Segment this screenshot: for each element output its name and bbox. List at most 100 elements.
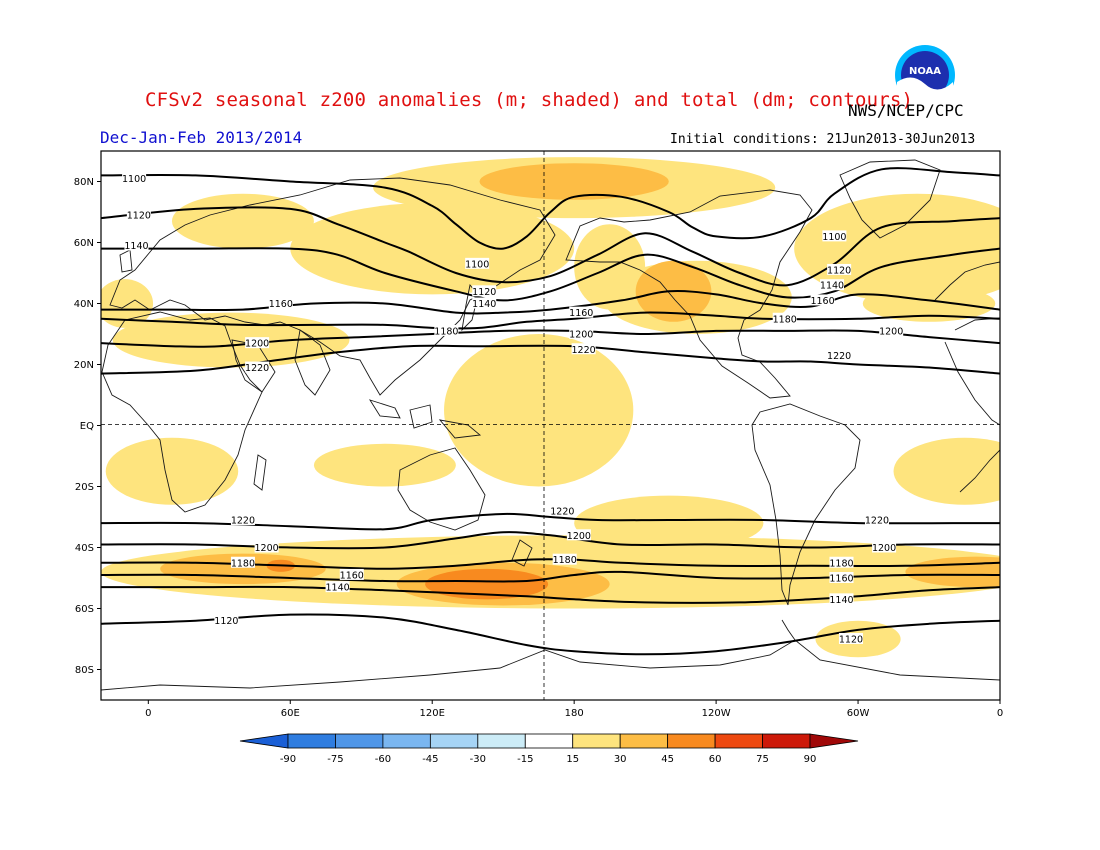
contour-label-1120: 1120	[827, 265, 851, 276]
contour-1200	[101, 329, 1000, 348]
season-label: Dec-Jan-Feb 2013/2014	[100, 128, 303, 147]
anomaly-region-15-30	[290, 202, 575, 295]
contour-label-1160: 1160	[269, 299, 293, 310]
anomaly-region-30-45	[905, 556, 1000, 588]
contour-label-bg	[569, 328, 594, 339]
contour-label-1200: 1200	[245, 339, 269, 350]
colorbar-swatch	[572, 733, 621, 749]
anomaly-region-15-30	[105, 437, 239, 505]
colorbar-label: -60	[375, 754, 391, 765]
lat-tick-label: 40N	[74, 299, 94, 310]
contour-label-bg	[472, 297, 497, 309]
anomaly-region-15-30	[574, 495, 764, 551]
lat-tick-label: 20N	[74, 360, 94, 371]
lat-tick-label: 20S	[75, 482, 94, 493]
contour-label-bg	[820, 279, 845, 291]
colorbar-low-arrow	[239, 733, 289, 749]
contour-1180	[101, 311, 1000, 330]
contour-label-bg	[339, 568, 364, 580]
anomaly-region-30-45	[479, 163, 669, 200]
colorbar-swatch	[477, 733, 526, 749]
contour-label-1180: 1180	[553, 555, 577, 566]
contour-label-1100: 1100	[822, 232, 846, 243]
colorbar-label: 30	[614, 754, 627, 765]
contour-labels: 1100112011401100112011401160116011801200…	[122, 172, 903, 646]
contour-label-1140: 1140	[325, 583, 349, 594]
colorbar-swatch	[429, 733, 479, 749]
contour-1220	[101, 512, 1000, 531]
contour-label-bg	[268, 297, 293, 309]
contour-label-bg	[465, 257, 490, 269]
contour-label-1180: 1180	[434, 326, 458, 337]
noaa-logo: NOAA	[894, 44, 956, 109]
contour-label-1220: 1220	[572, 345, 596, 356]
contour-label-bg	[245, 337, 270, 349]
contour-label-1160: 1160	[829, 574, 853, 585]
lon-tick-label: 180	[565, 708, 584, 719]
colorbar-label: -90	[280, 754, 296, 765]
colorbar-label: 60	[709, 754, 722, 765]
contour-label-bg	[552, 553, 577, 565]
colorbar-swatch	[382, 733, 431, 749]
contour-1140	[101, 247, 1000, 302]
contour-label-bg	[472, 285, 497, 297]
contour-label-1180: 1180	[231, 558, 255, 569]
lon-tick-label: 0	[997, 708, 1003, 719]
contour-label-bg	[772, 312, 797, 324]
lat-tick-label: 60N	[74, 238, 94, 249]
contour-label-1180: 1180	[773, 314, 797, 325]
longitude-axis: 0 60E 120E 180 120W 60W 0	[145, 700, 1003, 719]
lat-tick-label: 80S	[75, 665, 94, 676]
contour-label-1220: 1220	[550, 506, 574, 517]
anomaly-region-15-30	[862, 285, 996, 322]
colorbar-label: -45	[422, 754, 438, 765]
contour-label-bg	[829, 556, 854, 568]
contour-label-1140: 1140	[124, 241, 148, 252]
lon-tick-label: 60E	[281, 708, 300, 719]
contour-label-bg	[810, 294, 835, 306]
colorbar-label: -30	[470, 754, 486, 765]
colorbar-label: 75	[756, 754, 769, 765]
contour-label-1180: 1180	[829, 558, 853, 569]
noaa-logo-text: NOAA	[909, 66, 941, 77]
colorbar-swatch	[287, 733, 336, 749]
lon-tick-label: 60W	[847, 708, 870, 719]
colorbar-swatch	[714, 733, 763, 749]
anomaly-region-15-30	[313, 443, 456, 487]
contour-label-bg	[214, 614, 239, 626]
contour-label-bg	[569, 306, 594, 318]
anomaly-shading	[101, 157, 1000, 658]
colorbar: -90 -75 -60 -45 -30 -15 15 30 45 60 75 90	[239, 733, 859, 765]
contour-label-1200: 1200	[872, 543, 896, 554]
contour-label-bg	[571, 343, 596, 355]
contour-label-1140: 1140	[829, 595, 853, 606]
contour-label-bg	[829, 593, 854, 605]
lat-tick-label: EQ	[80, 421, 94, 432]
colorbar-swatch	[335, 733, 384, 749]
colorbar-high-arrow	[809, 733, 859, 749]
anomaly-region-45-60	[425, 568, 549, 600]
lat-tick-label: 40S	[75, 543, 94, 554]
lon-tick-label: 0	[145, 708, 151, 719]
initial-conditions-label: Initial conditions: 21Jun2013-30Jun2013	[670, 132, 976, 147]
contour-label-1220: 1220	[827, 351, 851, 362]
contour-label-1220: 1220	[865, 516, 889, 527]
colorbar-swatch	[667, 733, 716, 749]
lat-tick-label: 60S	[75, 604, 94, 615]
contour-label-1200: 1200	[255, 543, 279, 554]
contour-label-bg	[827, 263, 852, 275]
contour-label-bg	[124, 239, 149, 251]
contour-label-bg	[230, 514, 255, 526]
colorbar-label: 45	[661, 754, 674, 765]
contour-label-bg	[245, 361, 270, 373]
colorbar-label: -15	[517, 754, 533, 765]
contour-1140	[101, 585, 1000, 604]
colorbar-label: 15	[566, 754, 579, 765]
colorbar-label: 90	[804, 754, 817, 765]
contour-label-bg	[254, 541, 279, 553]
colorbar-label: -75	[327, 754, 343, 765]
contour-label-bg	[822, 230, 847, 242]
page-title: CFSv2 seasonal z200 anomalies (m; shaded…	[145, 89, 914, 111]
contour-label-bg	[829, 572, 854, 583]
